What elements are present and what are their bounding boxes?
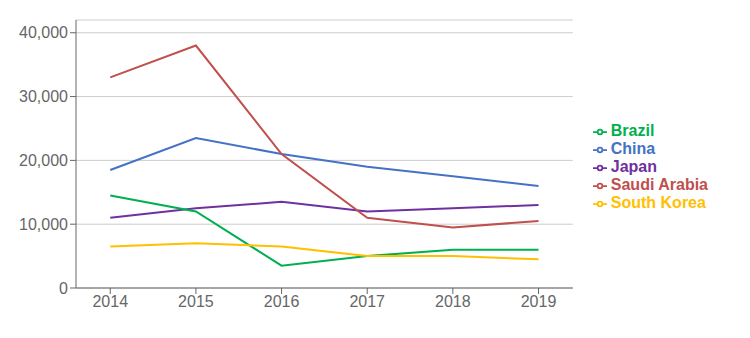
html-text:China: China (610, 140, 656, 157)
svg-text:2019: 2019 (521, 293, 557, 310)
svg-text:2017: 2017 (349, 293, 385, 310)
svg-text:20,000: 20,000 (19, 152, 68, 169)
html-text:Japan: Japan (610, 158, 657, 175)
svg-text:40,000: 40,000 (19, 24, 68, 41)
html-text:South Korea: South Korea (610, 194, 706, 211)
svg-text:2016: 2016 (264, 293, 300, 310)
svg-text:10,000: 10,000 (19, 216, 68, 233)
html-text:Brazil: Brazil (610, 122, 655, 139)
svg-text:2014: 2014 (92, 293, 128, 310)
svg-text:2018: 2018 (435, 293, 471, 310)
svg-text:30,000: 30,000 (19, 88, 68, 105)
svg-text:2015: 2015 (178, 293, 214, 310)
html-text:Saudi Arabia: Saudi Arabia (610, 176, 708, 193)
svg-text:0: 0 (59, 280, 68, 297)
